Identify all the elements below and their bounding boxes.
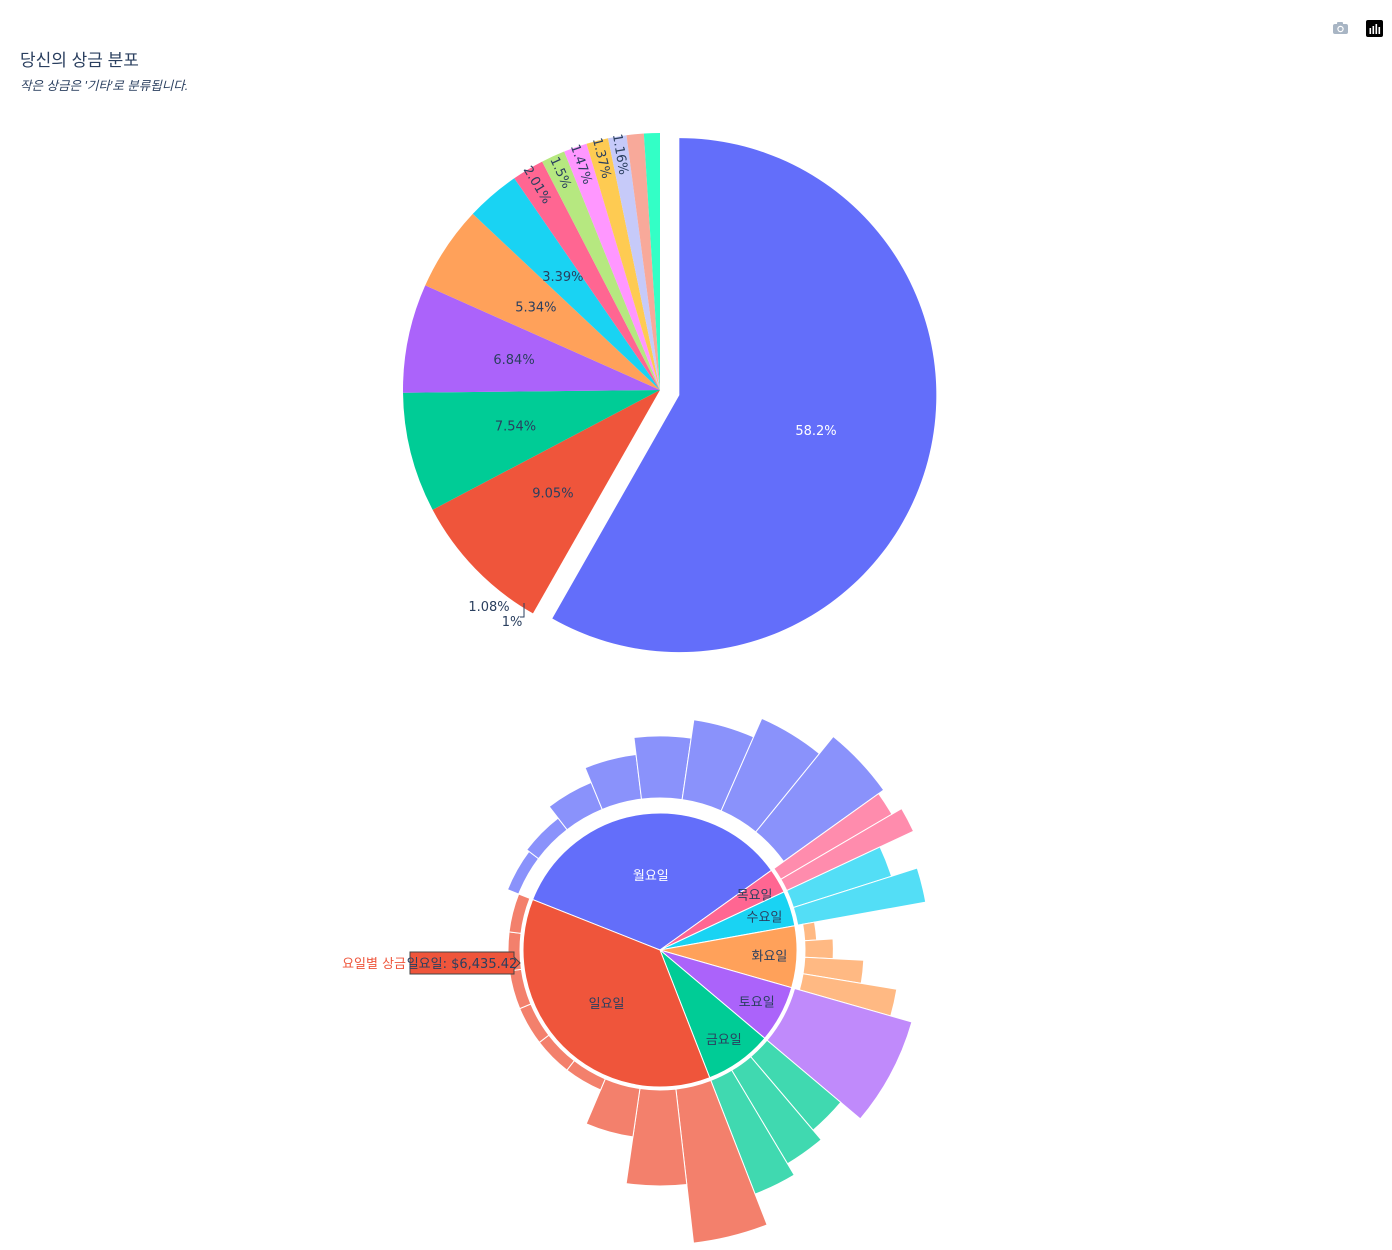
pie-slice-label: 7.54%: [495, 420, 536, 435]
sunburst-prize-segment[interactable]: [675, 1079, 768, 1244]
sunburst-prize-segment[interactable]: [802, 921, 818, 942]
pie-slice-label: 9.05%: [532, 487, 573, 502]
sunburst-prize-segment[interactable]: [804, 938, 834, 960]
sunburst-day-segment[interactable]: [531, 812, 773, 951]
hover-box: [409, 951, 521, 975]
plotly-logo-icon[interactable]: [1364, 18, 1384, 38]
camera-icon[interactable]: [1330, 18, 1350, 38]
pie-slice[interactable]: [643, 133, 660, 390]
sunburst-prize-segment[interactable]: [792, 867, 927, 926]
pie-slice[interactable]: [608, 135, 660, 390]
sunburst-prize-segment[interactable]: [508, 893, 531, 934]
pie-slice[interactable]: [626, 133, 660, 391]
pie-slice-label: 1.16%: [609, 133, 631, 176]
pie-slice[interactable]: [425, 213, 660, 390]
pie-slice[interactable]: [514, 161, 660, 390]
pie-slice[interactable]: [403, 285, 660, 393]
pie-chart: 58.2%9.05%7.54%6.84%5.34%3.39%2.01%1.5%1…: [403, 133, 937, 653]
chart-subtitle: 작은 상금은 '기타'로 분류됩니다.: [20, 79, 189, 93]
hover-trace-name: 요일별 상금: [342, 957, 406, 972]
sunburst-day-segment[interactable]: [522, 898, 711, 1088]
sunburst-day-label: 화요일: [752, 949, 788, 964]
sunburst-prize-segment[interactable]: [526, 817, 568, 860]
pie-slice-label: 3.39%: [542, 270, 583, 285]
pie-leader-line: [520, 603, 525, 618]
hover-value-text: 일요일: $6,435.42: [407, 957, 518, 972]
pie-slice[interactable]: [403, 390, 660, 510]
pie-slice-label: 6.84%: [493, 353, 534, 368]
sunburst-day-label: 일요일: [589, 997, 625, 1012]
sunburst-day-label: 수요일: [746, 911, 782, 926]
sunburst-prize-segment[interactable]: [506, 850, 540, 895]
sunburst-day-label: 금요일: [706, 1033, 742, 1048]
modebar: [1330, 18, 1384, 38]
pie-slice[interactable]: [472, 178, 660, 390]
pie-slice-label: 1%: [502, 615, 523, 630]
pie-slice-label: 58.2%: [795, 424, 836, 439]
sunburst-prize-segment[interactable]: [585, 1078, 641, 1138]
sunburst-prize-segment[interactable]: [755, 735, 885, 863]
pie-slice-label: 5.34%: [515, 300, 556, 315]
pie-slice[interactable]: [552, 138, 937, 653]
sunburst-prize-segment[interactable]: [633, 735, 692, 801]
pie-slice[interactable]: [542, 151, 660, 390]
sunburst-prize-segment[interactable]: [766, 987, 913, 1120]
sunburst-day-label: 월요일: [633, 869, 669, 884]
pie-slice[interactable]: [564, 143, 660, 390]
sunburst-day-label: 목요일: [737, 889, 773, 904]
chart-title: 당신의 상금 분포: [20, 51, 139, 70]
pie-slice-label: 1.08%: [468, 600, 509, 615]
pie-slice[interactable]: [432, 390, 660, 614]
sunburst-day-label: 토요일: [739, 996, 775, 1011]
pie-slice[interactable]: [586, 138, 660, 390]
